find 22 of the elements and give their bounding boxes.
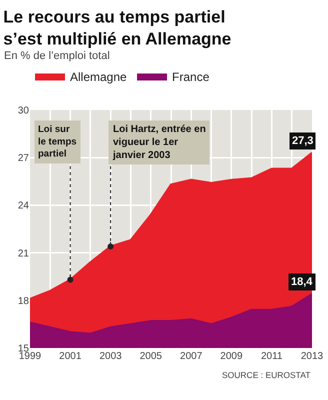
y-tick-label: 27 [18, 153, 30, 164]
x-tick-label: 2009 [220, 351, 243, 362]
x-tick-label: 2007 [180, 351, 203, 362]
annotation: Loi Hartz, entrée en vigueur le 1er janvier 2003 [112, 124, 206, 161]
x-tick-label: 2013 [300, 351, 324, 362]
x-tick-label: 2005 [140, 351, 162, 362]
data-label: 18,4 [291, 276, 314, 288]
y-tick-label: 18 [18, 296, 30, 307]
y-tick-label: 21 [18, 248, 30, 260]
chart-subtitle: En % de l’emploi total [4, 50, 110, 62]
source-note: SOURCE : EUROSTAT [222, 370, 310, 380]
legend-label: France [172, 70, 210, 84]
x-tick-label: 2003 [99, 351, 122, 362]
x-tick-label: 2011 [260, 351, 283, 362]
x-tick-label: 1999 [18, 351, 42, 362]
legend-label: Allemagne [70, 70, 128, 84]
data-label: 27,3 [292, 135, 314, 147]
y-tick-label: 24 [18, 200, 30, 212]
x-tick-label: 2001 [59, 351, 82, 362]
chart-title: Le recours au temps partiel s’est multiplié en Allemagne [3, 7, 232, 48]
y-tick-label: 30 [18, 106, 30, 116]
annotation: Loi sur le temps partiel [38, 124, 77, 160]
